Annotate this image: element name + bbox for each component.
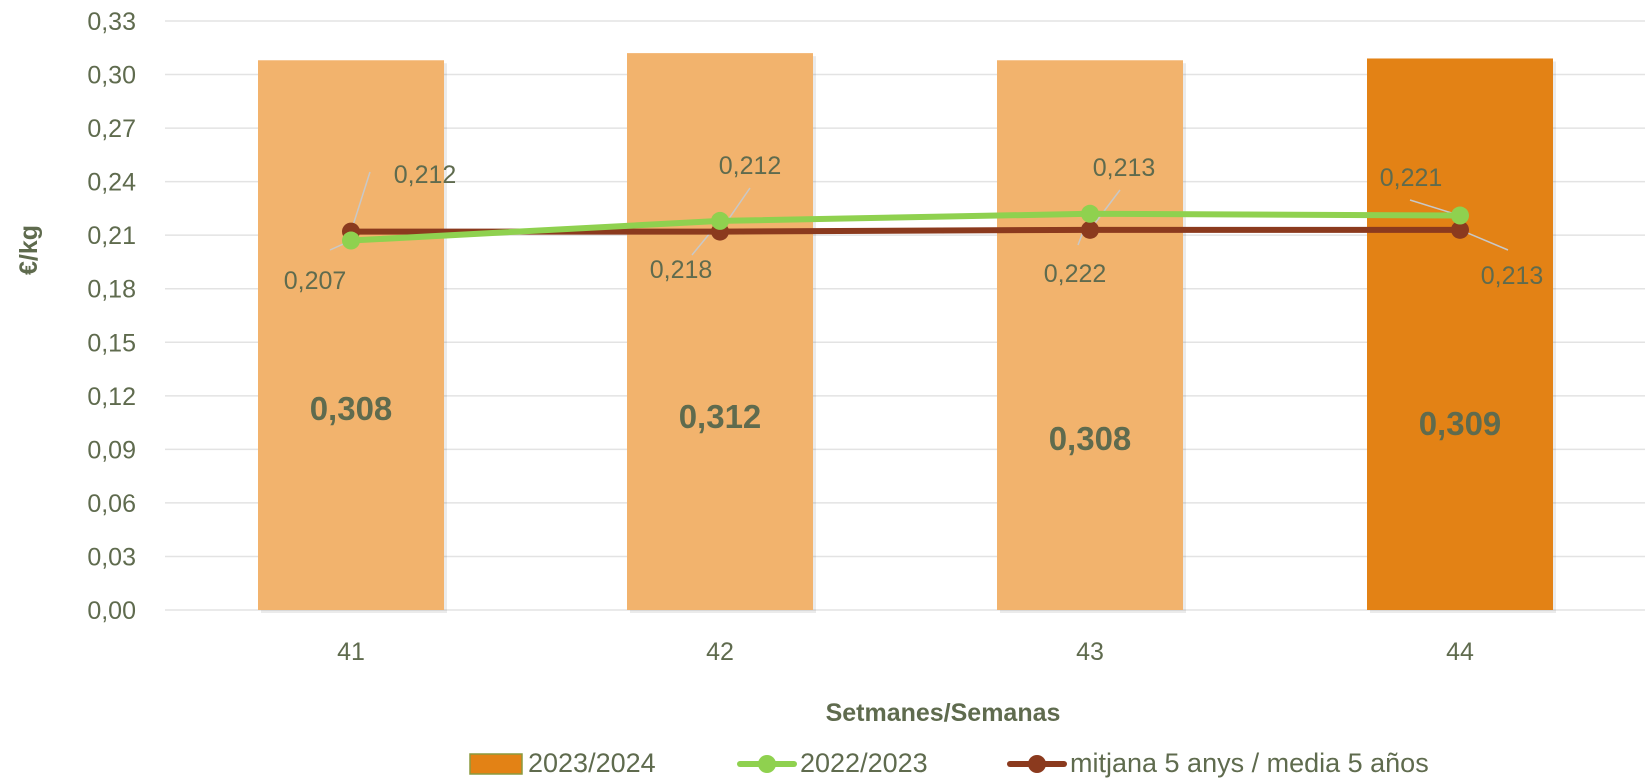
y-axis-ticks: 0,00 0,03 0,06 0,09 0,12 0,15 0,18 0,21 0,24 0,27… (87, 8, 136, 625)
y-tick-label: 0,12 (87, 383, 136, 411)
legend: 2023/2024 2022/2023 mitjana 5 anys / med… (469, 748, 1429, 778)
x-axis-ticks: 41 42 43 44 (337, 638, 1474, 666)
y-axis-title: €/kg (15, 225, 43, 275)
x-tick-label: 41 (337, 638, 365, 666)
series-marker (711, 211, 729, 230)
point-value-label: 0,213 (1093, 154, 1156, 182)
legend-marker-media-5-anos (1028, 755, 1046, 773)
bar (258, 60, 444, 611)
bar (997, 60, 1183, 611)
point-value-label: 0,212 (394, 161, 457, 189)
point-labels: 0,207 0,218 0,222 0,221 0,212 0,212 0,213 0,213 (284, 152, 1544, 295)
bar-value-label: 0,312 (679, 398, 762, 435)
y-tick-label: 0,24 (87, 169, 136, 197)
y-tick-label: 0,30 (87, 62, 136, 90)
series-line (348, 210, 1463, 244)
bar-value-label: 0,308 (1049, 420, 1132, 457)
series-marker (1451, 206, 1469, 225)
point-value-label: 0,212 (719, 152, 782, 180)
bar-labels: 0,308 0,312 0,308 0,309 (310, 390, 1502, 457)
legend-item-line-2: mitjana 5 anys / media 5 años (1007, 748, 1429, 778)
y-tick-label: 0,27 (87, 115, 136, 143)
series-marker (1451, 220, 1469, 239)
legend-label-2023-2024: 2023/2024 (528, 748, 656, 778)
legend-label-media-5-anos: mitjana 5 anys / media 5 años (1070, 748, 1429, 778)
bar (1367, 58, 1553, 611)
point-value-label: 0,213 (1481, 262, 1544, 290)
leader-line (350, 171, 371, 232)
legend-swatch-2023-2024 (469, 753, 523, 775)
x-axis-title: Setmanes/Semanas (826, 699, 1061, 727)
x-tick-label: 42 (706, 638, 734, 666)
legend-item-bar: 2023/2024 (469, 748, 656, 778)
x-tick-label: 43 (1076, 638, 1104, 666)
series-marker (342, 231, 360, 250)
legend-item-line-1: 2022/2023 (737, 748, 928, 778)
y-tick-label: 0,15 (87, 329, 136, 357)
y-tick-label: 0,09 (87, 436, 136, 464)
x-tick-label: 44 (1446, 638, 1474, 666)
y-tick-label: 0,18 (87, 276, 136, 304)
point-value-label: 0,207 (284, 267, 347, 295)
bars (258, 53, 1556, 614)
point-value-label: 0,218 (650, 256, 713, 284)
y-tick-label: 0,00 (87, 597, 136, 625)
y-tick-label: 0,03 (87, 543, 136, 571)
point-value-label: 0,222 (1044, 260, 1107, 288)
bar (627, 53, 813, 611)
y-tick-label: 0,21 (87, 222, 136, 250)
y-tick-label: 0,06 (87, 490, 136, 518)
legend-marker-2022-2023 (758, 755, 776, 773)
line-series (342, 204, 1469, 250)
series-marker (1081, 220, 1099, 239)
bar-value-label: 0,309 (1419, 405, 1502, 442)
bar-value-label: 0,308 (310, 390, 393, 427)
series-marker (1081, 204, 1099, 223)
point-value-label: 0,221 (1380, 164, 1443, 192)
legend-label-2022-2023: 2022/2023 (800, 748, 928, 778)
y-tick-label: 0,33 (87, 8, 136, 36)
